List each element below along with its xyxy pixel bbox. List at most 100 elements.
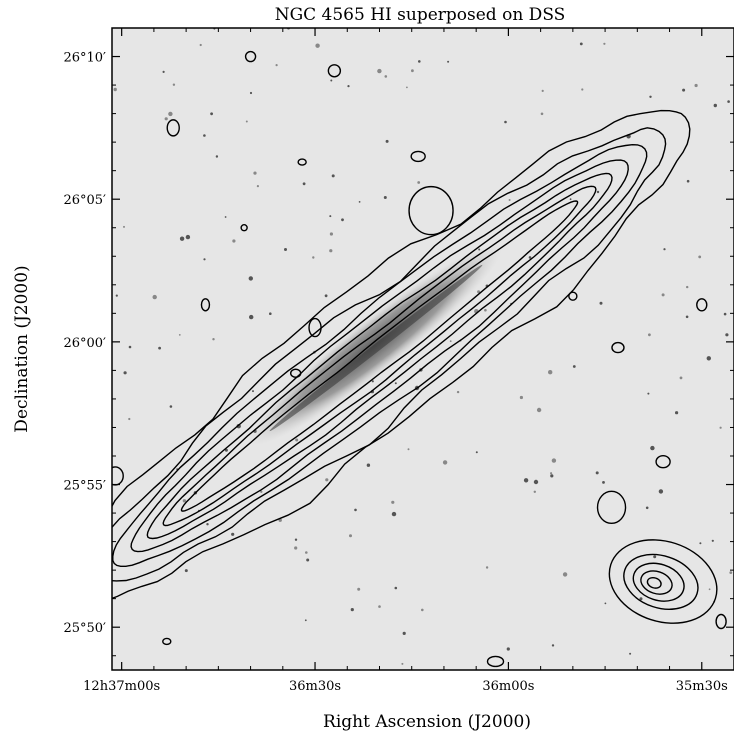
background-star	[682, 88, 686, 92]
background-star	[302, 182, 306, 186]
background-star	[727, 100, 730, 103]
background-star	[645, 506, 649, 510]
hi-contour-noise	[715, 613, 727, 630]
background-star	[248, 276, 253, 281]
hi-contour-main	[112, 143, 648, 567]
background-star	[629, 652, 632, 655]
hi-contour-companion	[646, 576, 662, 589]
background-star	[475, 451, 478, 454]
background-star	[305, 551, 308, 554]
x-tick-label: 12h37m00s	[83, 679, 160, 694]
background-star	[329, 215, 332, 218]
background-star	[417, 181, 421, 184]
background-star	[442, 460, 448, 465]
background-star	[113, 87, 117, 92]
hi-contour-main	[112, 127, 667, 582]
background-star	[349, 534, 352, 538]
background-star	[596, 190, 600, 194]
background-star	[391, 511, 397, 517]
hi-contour-noise	[297, 158, 307, 166]
background-star	[477, 290, 481, 294]
background-star	[330, 79, 333, 82]
background-star	[172, 83, 176, 86]
background-star	[158, 346, 162, 350]
background-star	[723, 312, 727, 316]
background-star	[648, 333, 651, 337]
background-star	[128, 345, 132, 349]
background-star	[212, 338, 215, 341]
hi-contour-noise	[655, 455, 671, 469]
background-star	[231, 532, 235, 536]
background-star	[663, 248, 666, 251]
background-star	[312, 256, 315, 259]
background-star	[421, 608, 424, 612]
hi-contour-main	[162, 185, 597, 527]
background-star	[506, 647, 510, 651]
background-star	[358, 201, 361, 203]
background-star	[203, 134, 206, 137]
background-star	[447, 60, 450, 63]
background-star	[331, 174, 335, 178]
background-star	[562, 572, 568, 577]
background-star	[449, 340, 452, 343]
background-star	[401, 662, 404, 665]
background-star	[711, 539, 714, 542]
background-star	[384, 75, 388, 78]
background-star	[182, 499, 187, 503]
background-star	[541, 89, 544, 92]
hi-contour-noise	[696, 298, 708, 312]
x-axis-label: Right Ascension (J2000)	[323, 712, 531, 732]
background-star	[533, 490, 536, 493]
x-tick-label: 35m30s	[676, 679, 728, 694]
background-star	[595, 471, 599, 475]
background-star	[199, 43, 202, 47]
background-star	[572, 365, 576, 368]
hi-contour-main	[146, 172, 613, 540]
hi-contour-companion	[623, 553, 699, 610]
background-star	[550, 472, 553, 475]
background-star	[699, 542, 702, 545]
y-tick-label: 25°55′	[63, 479, 106, 494]
background-star	[679, 376, 683, 380]
background-star	[394, 586, 398, 590]
background-star	[357, 587, 361, 591]
background-star	[519, 395, 524, 400]
background-star	[548, 370, 553, 375]
background-star	[504, 120, 507, 124]
x-tick-label: 36m30s	[289, 679, 341, 694]
background-star	[256, 185, 259, 188]
background-star	[206, 523, 209, 526]
background-star	[706, 356, 711, 361]
y-tick-label: 26°05′	[63, 193, 106, 208]
background-star	[123, 225, 125, 228]
background-star	[354, 508, 357, 512]
hi-contour-noise	[408, 185, 454, 236]
y-tick-label: 25°50′	[63, 621, 106, 636]
background-star	[169, 405, 173, 408]
background-star	[411, 69, 414, 73]
background-star	[649, 95, 652, 99]
background-star	[708, 588, 711, 591]
background-star	[523, 478, 529, 483]
background-star	[152, 294, 157, 300]
background-star	[686, 179, 690, 183]
hi-contours	[112, 50, 727, 668]
y-tick-label: 26°00′	[63, 336, 106, 351]
background-star	[418, 60, 421, 63]
background-star	[694, 83, 698, 88]
background-star	[639, 597, 643, 601]
background-star	[394, 382, 397, 385]
background-star	[347, 85, 350, 88]
chart-title: NGC 4565 HI superposed on DSS	[275, 5, 566, 25]
background-star	[581, 88, 584, 91]
background-star	[275, 64, 278, 67]
background-star	[324, 294, 328, 298]
background-star	[385, 139, 389, 143]
background-star	[168, 111, 173, 117]
background-star	[123, 371, 127, 375]
background-star	[533, 479, 539, 485]
x-axis: 12h37m00s 36m30s 36m00s 35m30s	[83, 28, 728, 694]
background-star	[685, 315, 689, 319]
plot-area	[112, 28, 734, 670]
background-star	[604, 602, 607, 605]
